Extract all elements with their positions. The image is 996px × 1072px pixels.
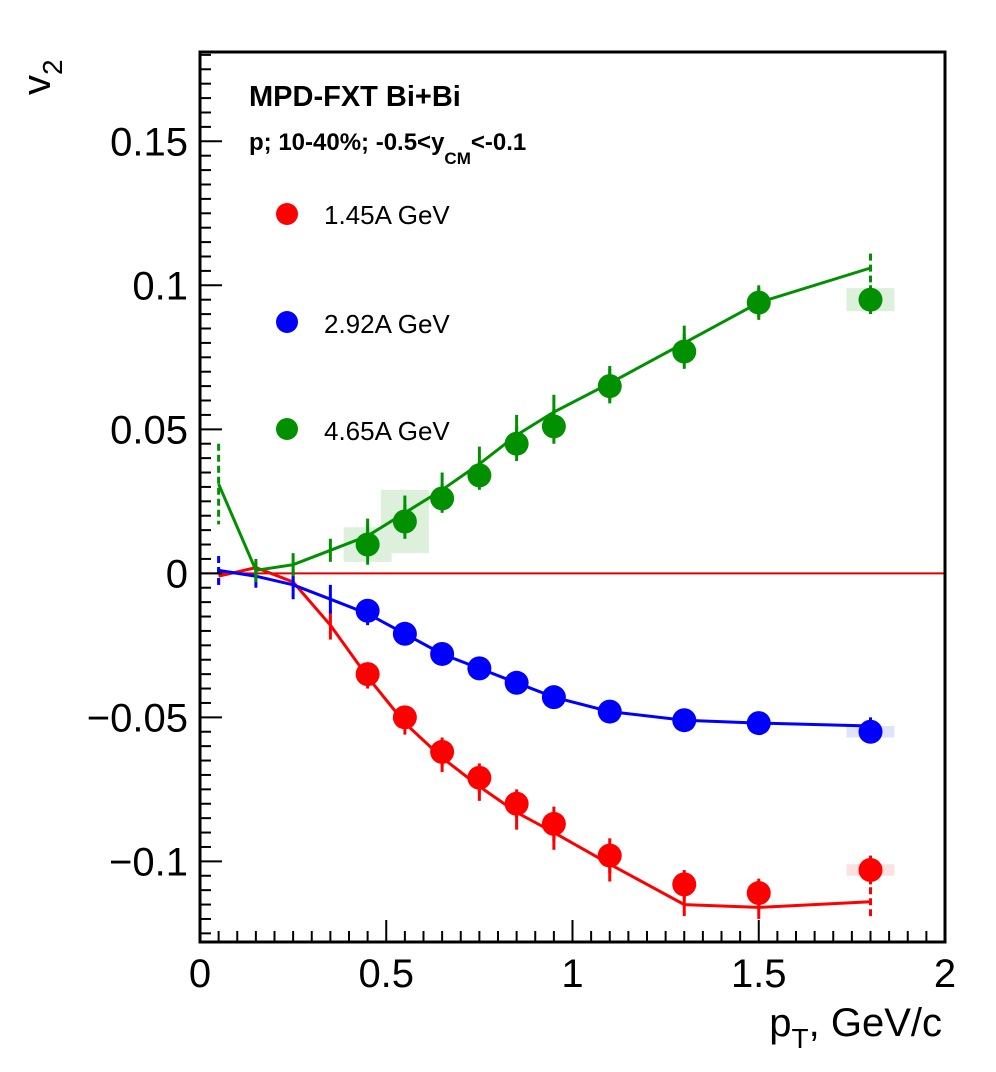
series-3: [217, 253, 895, 582]
x-axis-label-sub: T: [792, 1023, 809, 1054]
legend-marker-3: [276, 418, 298, 440]
series-2: [217, 556, 895, 744]
data-point: [504, 431, 529, 456]
x-tick-label: 1: [561, 952, 583, 996]
legend-label-3: 4.65A GeV: [324, 416, 450, 446]
chart-subtitle-tail: <-0.1: [471, 129, 526, 156]
y-tick-label: 0.05: [110, 408, 188, 452]
data-point: [541, 811, 566, 836]
x-tick-label: 0.5: [358, 952, 414, 996]
data-point: [467, 656, 492, 681]
legend: 1.45A GeV 2.92A GeV 4.65A GeV: [276, 200, 450, 446]
plot-frame: [198, 50, 947, 944]
legend-marker-1: [276, 203, 298, 225]
data-point: [467, 463, 492, 488]
y-tick-label: −0.05: [87, 696, 188, 740]
x-axis-label-tail: , GeV/c: [809, 1001, 942, 1045]
x-tick-labels: 0 0.5 1 1.5 2: [189, 952, 956, 996]
model-curve: [218, 568, 871, 728]
model-curve: [218, 566, 871, 909]
chart-subtitle-sub: CM: [444, 149, 470, 168]
legend-entry: 1.45A GeV: [276, 200, 450, 230]
data-point: [597, 699, 622, 724]
data-point: [858, 857, 883, 882]
data-point: [746, 881, 771, 906]
data-point: [355, 662, 380, 687]
data-point: [504, 670, 529, 695]
data-point: [430, 641, 455, 666]
data-point: [430, 486, 455, 511]
data-point: [504, 791, 529, 816]
y-axis-label: v2: [15, 59, 68, 95]
series-layer: [217, 253, 895, 919]
y-axis-label-main: v: [15, 75, 59, 95]
data-point: [597, 374, 622, 399]
legend-marker-2: [276, 311, 298, 333]
data-point: [858, 287, 883, 312]
data-point: [541, 414, 566, 439]
x-tick-label: 1.5: [731, 952, 787, 996]
data-point: [541, 685, 566, 710]
legend-label-1: 1.45A GeV: [324, 200, 450, 230]
data-point: [392, 621, 417, 646]
data-point: [672, 339, 697, 364]
data-point: [597, 843, 622, 868]
chart-title: MPD-FXT Bi+Bi: [249, 81, 461, 113]
data-point: [672, 872, 697, 897]
legend-entry: 4.65A GeV: [276, 416, 450, 446]
tick-layer: [199, 53, 946, 942]
data-point: [355, 598, 380, 623]
data-point: [467, 765, 492, 790]
series-1: [217, 561, 895, 919]
legend-entry: 2.92A GeV: [276, 309, 450, 339]
data-point: [355, 532, 380, 557]
y-tick-label: 0: [166, 552, 188, 596]
data-point: [392, 509, 417, 534]
x-tick-label: 0: [189, 952, 211, 996]
data-point: [746, 290, 771, 315]
x-axis-label-main: p: [769, 1001, 791, 1045]
model-curve: [217, 266, 871, 573]
y-axis-label-sub: 2: [37, 59, 68, 75]
chart-subtitle: p; 10-40%; -0.5<yCM<-0.1: [249, 129, 526, 168]
legend-label-2: 2.92A GeV: [324, 309, 450, 339]
y-tick-labels: −0.1 −0.05 0 0.05 0.1 0.15: [87, 120, 188, 884]
data-point: [430, 739, 455, 764]
x-tick-label: 2: [934, 952, 956, 996]
data-point: [672, 708, 697, 733]
y-tick-label: 0.1: [132, 264, 188, 308]
data-point: [392, 705, 417, 730]
data-point: [858, 719, 883, 744]
data-point: [746, 711, 771, 736]
y-tick-label: −0.1: [109, 840, 188, 884]
y-tick-label: 0.15: [110, 120, 188, 164]
chart-subtitle-main: p; 10-40%; -0.5<y: [249, 129, 445, 156]
x-axis-label: pT, GeV/c: [769, 1001, 942, 1054]
